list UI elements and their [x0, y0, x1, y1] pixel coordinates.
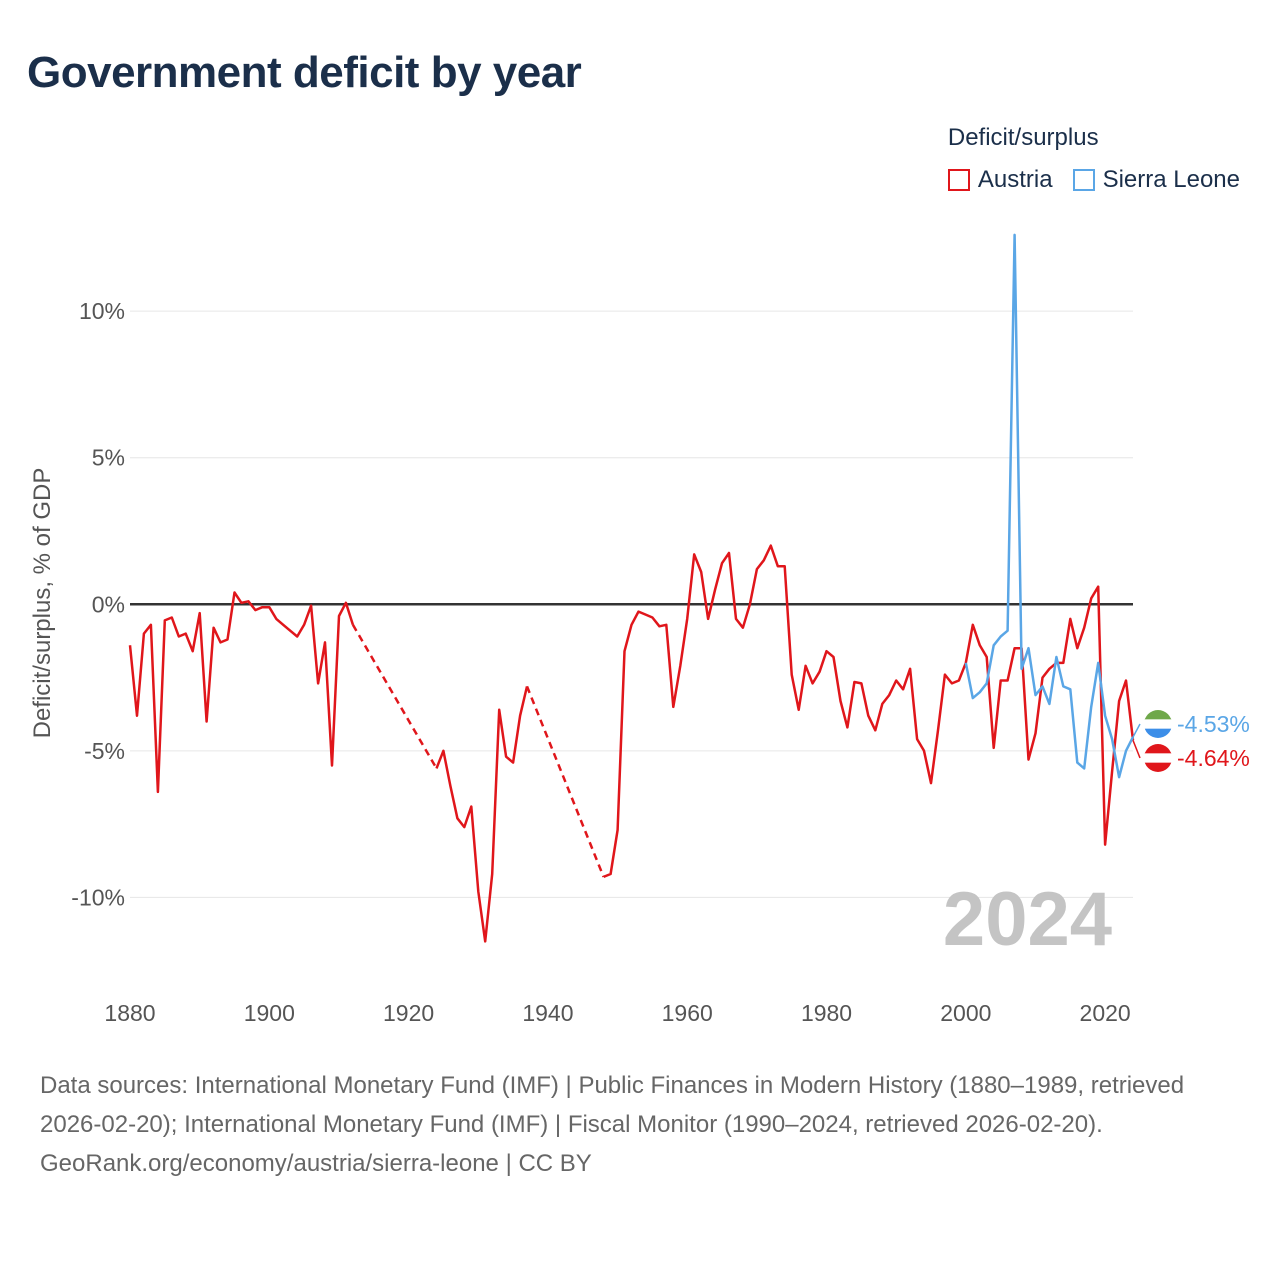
flag-stripe: [1144, 753, 1172, 764]
legend-item-sierra-leone[interactable]: Sierra Leone: [1072, 166, 1240, 194]
series-line-austria: [603, 544, 1135, 879]
footer: Data sources: International Monetary Fun…: [40, 1066, 1240, 1183]
legend: Deficit/surplus Austria Sierra Leone: [947, 124, 1240, 194]
end-value-label: -4.64%: [1177, 745, 1250, 771]
data-sources: Data sources: International Monetary Fun…: [40, 1072, 1185, 1138]
legend-swatch-sierra-leone: [1072, 169, 1095, 191]
austria-flag-icon: [1144, 744, 1172, 772]
series-line-austria: [128, 591, 355, 794]
x-tick-label: 1940: [522, 1000, 573, 1026]
x-tick-label: 1980: [801, 1000, 852, 1026]
end-label-connector: [1132, 723, 1141, 738]
line-chart: 10% 5% 0% -5% -10% 1880 1900 1920 1940 1960 1980 20…: [29, 233, 1250, 1026]
end-label-connector: [1132, 740, 1141, 759]
flag-stripe: [1144, 728, 1172, 738]
y-tick-label: -10%: [71, 884, 125, 910]
series-line-sierra-leone: [964, 233, 1135, 779]
flag-stripe: [1144, 719, 1172, 730]
y-axis-label: Deficit/surplus, % of GDP: [29, 468, 56, 739]
sierra-leone-flag-icon: [1144, 710, 1172, 738]
legend-swatch-austria: [947, 169, 970, 191]
attribution-link[interactable]: GeoRank.org/economy/austria/sierra-leone…: [40, 1150, 592, 1177]
y-tick-label: 10%: [79, 298, 125, 324]
y-tick-label: -5%: [84, 738, 125, 764]
x-tick-label: 1880: [104, 1000, 155, 1026]
legend-title: Deficit/surplus: [947, 124, 1099, 151]
series-line-austria: [435, 686, 529, 943]
end-value-label: -4.53%: [1177, 711, 1250, 737]
x-tick-label: 1920: [383, 1000, 434, 1026]
x-tick-label: 1960: [662, 1000, 713, 1026]
flag-stripe: [1144, 762, 1172, 772]
flag-stripe: [1144, 744, 1172, 754]
y-tick-label: 5%: [92, 445, 125, 471]
chart-title: Government deficit by year: [27, 48, 582, 97]
flag-stripe: [1144, 710, 1172, 720]
legend-label-austria: Austria: [977, 166, 1053, 193]
year-watermark: 2024: [943, 877, 1112, 962]
x-tick-label: 1900: [244, 1000, 295, 1026]
x-tick-label: 2020: [1080, 1000, 1131, 1026]
series-gap-line-austria: [351, 624, 438, 770]
legend-item-austria[interactable]: Austria: [947, 166, 1053, 194]
x-tick-label: 2000: [940, 1000, 991, 1026]
y-tick-label: 0%: [92, 591, 125, 617]
legend-label-sierra-leone: Sierra Leone: [1102, 166, 1240, 193]
series-gap-line-austria: [525, 685, 605, 878]
